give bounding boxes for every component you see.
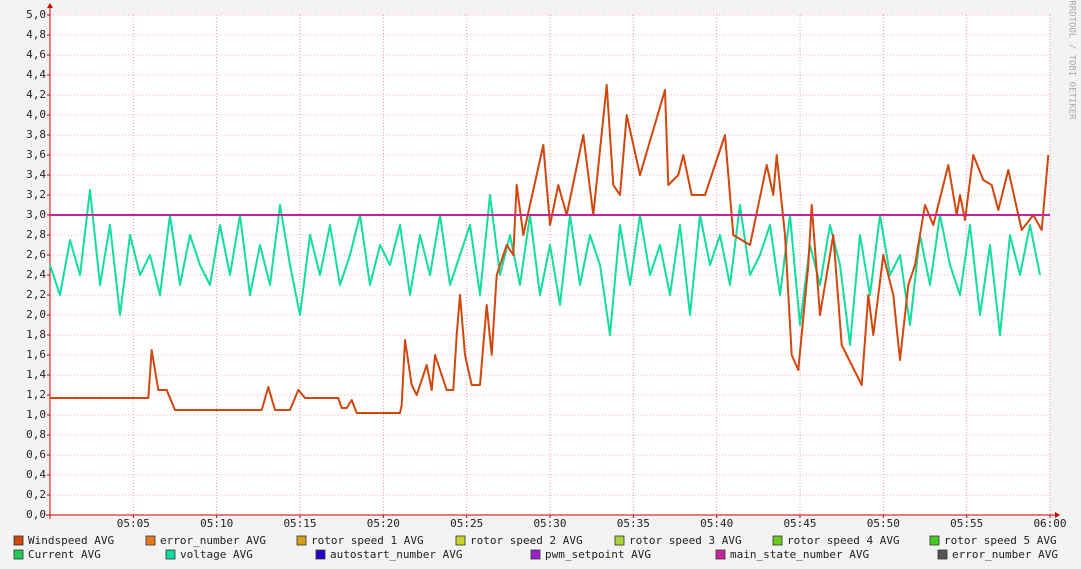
labels: 0,0 0,2 0,4 0,6 0,8 1,0 1,2 1,4 1,6 1,8 2,0 2,2 2,4 2… bbox=[13, 8, 1067, 561]
y-tick-label: 3,0 bbox=[26, 208, 46, 221]
x-tick-label: 05:55 bbox=[950, 517, 983, 530]
legend-label: error_number AVG bbox=[952, 548, 1058, 561]
y-tick-label: 4,4 bbox=[26, 68, 46, 81]
legend-swatch bbox=[296, 535, 307, 546]
legend-swatch bbox=[13, 535, 24, 546]
x-tick-label: 06:00 bbox=[1033, 517, 1066, 530]
series-line bbox=[50, 84, 1050, 414]
y-tick-label: 4,8 bbox=[26, 28, 46, 41]
series-line bbox=[49, 189, 1041, 346]
legend-swatch bbox=[929, 535, 940, 546]
lines bbox=[49, 84, 1050, 414]
legend-label: rotor speed 5 AVG bbox=[944, 534, 1057, 547]
legend-swatch bbox=[145, 535, 156, 546]
x-tick-label: 05:30 bbox=[533, 517, 566, 530]
y-tick-label: 3,4 bbox=[26, 168, 46, 181]
legend-swatch bbox=[165, 549, 176, 560]
y-tick-label: 1,4 bbox=[26, 368, 46, 381]
y-tick-label: 2,8 bbox=[26, 228, 46, 241]
y-tick-label: 0,0 bbox=[26, 508, 46, 521]
x-tick-label: 05:45 bbox=[783, 517, 816, 530]
y-tick-label: 2,4 bbox=[26, 268, 46, 281]
y-tick-label: 5,0 bbox=[26, 8, 46, 21]
legend-swatch bbox=[315, 549, 326, 560]
x-tick-label: 05:50 bbox=[867, 517, 900, 530]
y-tick-label: 0,4 bbox=[26, 468, 46, 481]
x-tick-label: 05:10 bbox=[200, 517, 233, 530]
x-tick-label: 05:15 bbox=[283, 517, 316, 530]
watermark: RRDTOOL / TOBI OETIKER bbox=[1067, 0, 1077, 120]
x-tick-label: 05:35 bbox=[617, 517, 650, 530]
y-axis-arrow bbox=[47, 3, 53, 8]
legend-label: voltage AVG bbox=[180, 548, 253, 561]
y-tick-label: 2,0 bbox=[26, 308, 46, 321]
y-tick-label: 3,8 bbox=[26, 128, 46, 141]
legend-swatch bbox=[13, 549, 24, 560]
y-tick-label: 3,6 bbox=[26, 148, 46, 161]
y-tick-label: 1,0 bbox=[26, 408, 46, 421]
legend-swatch bbox=[772, 535, 783, 546]
x-tick-label: 05:05 bbox=[117, 517, 150, 530]
y-tick-label: 1,8 bbox=[26, 328, 46, 341]
legend-label: rotor speed 2 AVG bbox=[470, 534, 583, 547]
legend-swatch bbox=[937, 549, 948, 560]
legend-label: rotor speed 3 AVG bbox=[629, 534, 742, 547]
legend-label: Windspeed AVG bbox=[28, 534, 114, 547]
legend-label: Current AVG bbox=[28, 548, 101, 561]
y-tick-label: 4,6 bbox=[26, 48, 46, 61]
legend-label: pwm_setpoint AVG bbox=[545, 548, 651, 561]
y-tick-label: 0,2 bbox=[26, 488, 46, 501]
legend-label: error_number AVG bbox=[160, 534, 266, 547]
y-tick-label: 4,0 bbox=[26, 108, 46, 121]
legend-label: autostart_number AVG bbox=[330, 548, 462, 561]
y-tick-label: 4,2 bbox=[26, 88, 46, 101]
legend-label: main_state_number AVG bbox=[730, 548, 869, 561]
y-tick-label: 0,6 bbox=[26, 448, 46, 461]
y-tick-label: 1,2 bbox=[26, 388, 46, 401]
x-axis-arrow bbox=[1055, 512, 1060, 518]
legend-label: rotor speed 4 AVG bbox=[787, 534, 900, 547]
y-tick-label: 3,2 bbox=[26, 188, 46, 201]
y-tick-label: 2,6 bbox=[26, 248, 46, 261]
x-tick-label: 05:40 bbox=[700, 517, 733, 530]
legend-label: rotor speed 1 AVG bbox=[311, 534, 424, 547]
x-tick-label: 05:25 bbox=[450, 517, 483, 530]
y-tick-label: 0,8 bbox=[26, 428, 46, 441]
y-tick-label: 2,2 bbox=[26, 288, 46, 301]
legend-swatch bbox=[530, 549, 541, 560]
y-tick-label: 1,6 bbox=[26, 348, 46, 361]
x-tick-label: 05:20 bbox=[367, 517, 400, 530]
legend-swatch bbox=[614, 535, 625, 546]
legend-swatch bbox=[715, 549, 726, 560]
legend-swatch bbox=[455, 535, 466, 546]
